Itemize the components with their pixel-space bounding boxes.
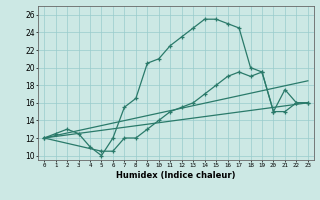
X-axis label: Humidex (Indice chaleur): Humidex (Indice chaleur) [116,171,236,180]
